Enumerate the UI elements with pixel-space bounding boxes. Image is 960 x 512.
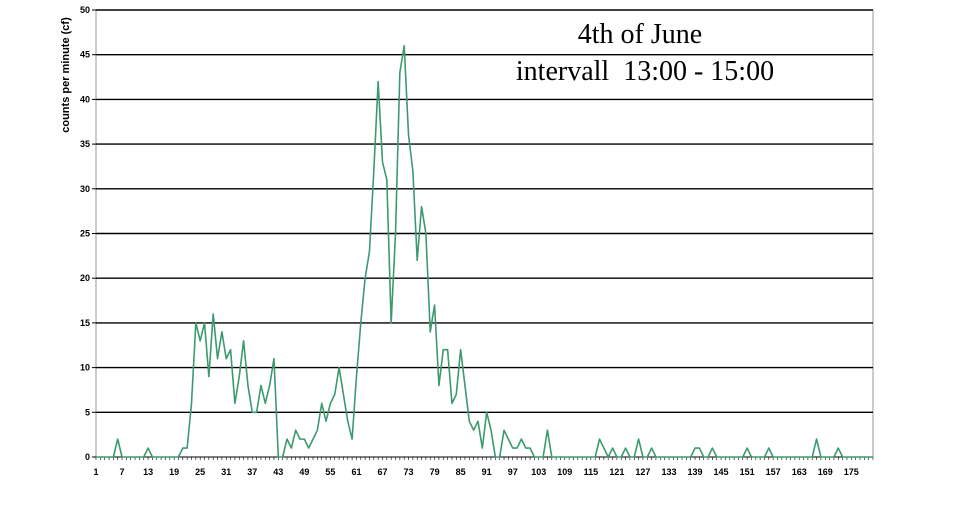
xtick-label-145: 145: [714, 467, 729, 477]
chart-title: 4th of June: [578, 19, 702, 50]
xtick-label-31: 31: [221, 467, 231, 477]
xtick-label-115: 115: [584, 467, 599, 477]
xtick-label-91: 91: [482, 467, 492, 477]
xtick-label-61: 61: [351, 467, 361, 477]
x-axis-ticks: 1 7 13 19 25 31 37 43 49 55 61 67 73 79 85 91 97 103 109 11…: [93, 457, 874, 477]
xtick-label-127: 127: [635, 467, 650, 477]
xtick-label-1: 1: [93, 467, 98, 477]
ytick-label-25: 25: [80, 229, 90, 239]
xtick-label-97: 97: [508, 467, 518, 477]
y-axis-label: counts per minute (cf): [60, 17, 72, 133]
ytick-label-40: 40: [80, 94, 90, 104]
xtick-label-139: 139: [688, 467, 703, 477]
series-line-0: [96, 44, 873, 458]
xtick-label-55: 55: [325, 467, 335, 477]
xtick-label-133: 133: [661, 467, 676, 477]
xtick-label-67: 67: [377, 467, 387, 477]
ytick-label-15: 15: [80, 318, 90, 328]
ytick-label-0: 0: [85, 452, 90, 462]
ytick-label-35: 35: [80, 139, 90, 149]
ytick-label-10: 10: [80, 363, 90, 373]
xtick-label-109: 109: [557, 467, 572, 477]
series-layer: [96, 44, 873, 458]
xtick-label-175: 175: [844, 467, 859, 477]
xtick-label-85: 85: [456, 467, 466, 477]
xtick-label-121: 121: [609, 467, 624, 477]
y-axis-ticks: 0 5 10 15 20 25 30 35 40 45 50: [80, 5, 96, 462]
xtick-label-157: 157: [766, 467, 781, 477]
xtick-label-43: 43: [273, 467, 283, 477]
xtick-label-151: 151: [740, 467, 755, 477]
xtick-label-73: 73: [404, 467, 414, 477]
ytick-label-50: 50: [80, 5, 90, 15]
ytick-label-30: 30: [80, 184, 90, 194]
xtick-label-37: 37: [247, 467, 257, 477]
xtick-label-163: 163: [792, 467, 807, 477]
ytick-label-45: 45: [80, 50, 90, 60]
chart-subtitle: intervall 13:00 - 15:00: [516, 56, 774, 87]
xtick-label-25: 25: [195, 467, 205, 477]
xtick-label-7: 7: [120, 467, 125, 477]
xtick-label-19: 19: [169, 467, 179, 477]
xtick-label-169: 169: [818, 467, 833, 477]
xtick-label-13: 13: [143, 467, 153, 477]
xtick-label-49: 49: [299, 467, 309, 477]
ytick-label-20: 20: [80, 273, 90, 283]
xtick-label-79: 79: [430, 467, 440, 477]
ytick-label-5: 5: [85, 407, 90, 417]
xtick-label-103: 103: [531, 467, 546, 477]
